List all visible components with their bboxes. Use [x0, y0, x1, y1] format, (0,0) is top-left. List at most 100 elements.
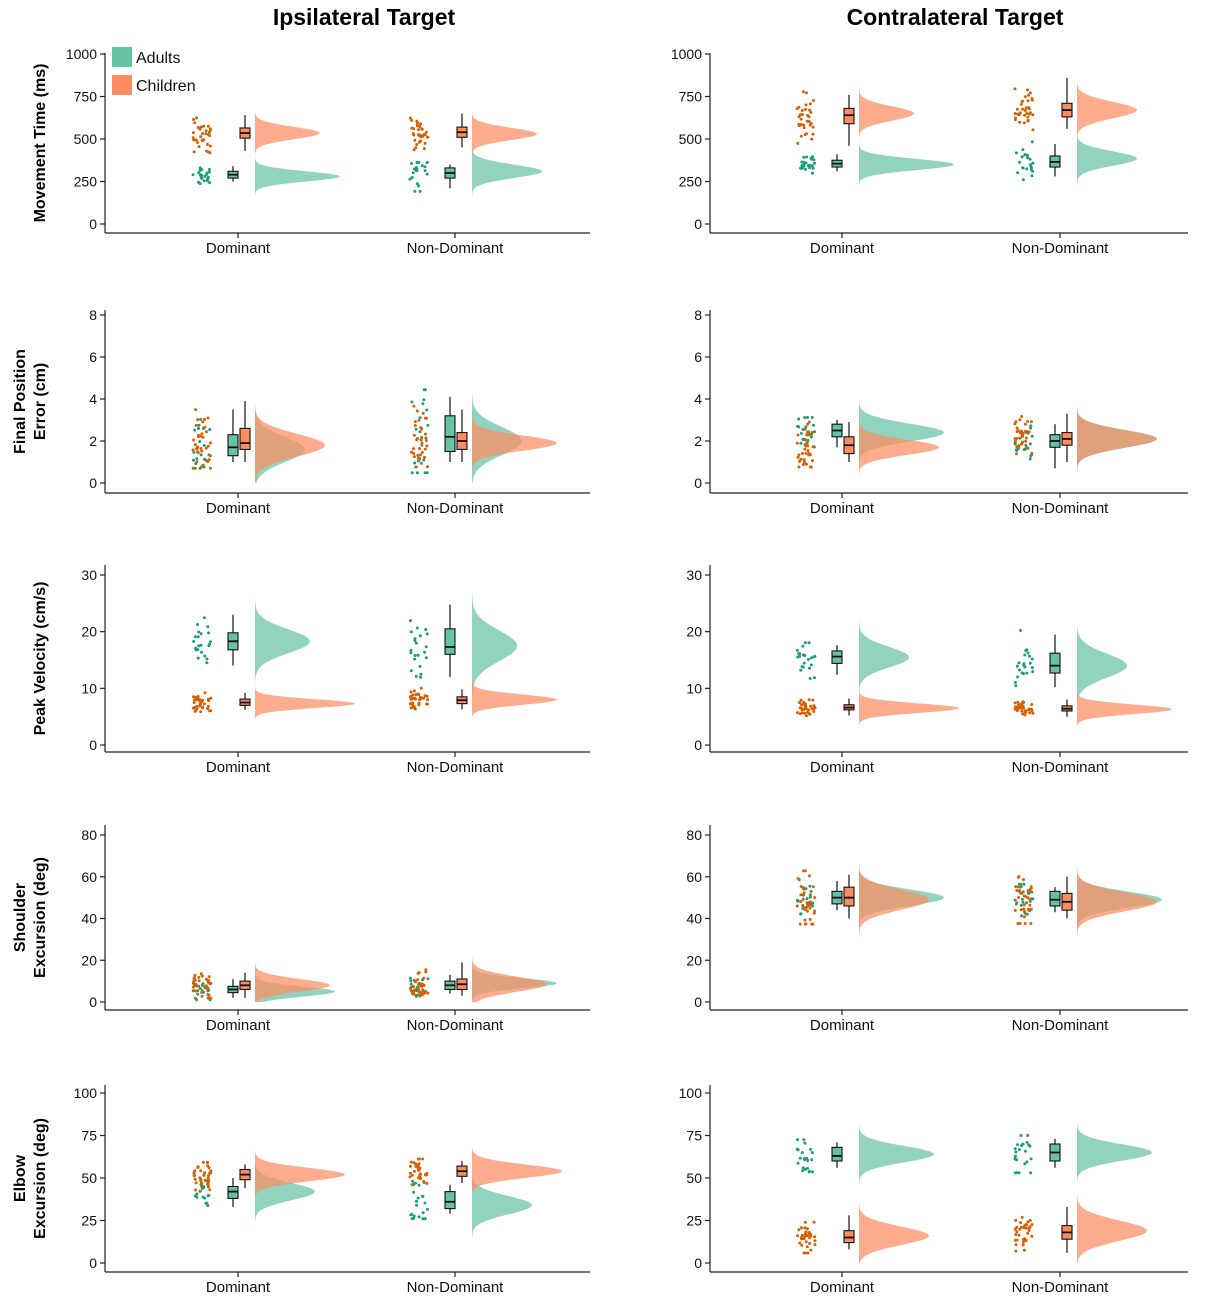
data-point: [1027, 1229, 1031, 1232]
data-point: [801, 90, 805, 94]
data-point: [805, 433, 809, 437]
data-point: [807, 641, 811, 645]
data-point: [209, 1169, 213, 1173]
data-point: [422, 147, 426, 151]
data-point: [206, 1164, 210, 1168]
data-point: [412, 133, 416, 137]
box-adults: [444, 415, 456, 453]
data-point: [803, 908, 807, 912]
data-point: [192, 980, 195, 984]
data-point: [809, 704, 813, 708]
points-children: [191, 972, 213, 1000]
data-point: [795, 441, 799, 445]
data-point: [199, 1169, 203, 1173]
data-point: [192, 984, 196, 988]
y-tick-label: 75: [81, 1128, 97, 1144]
data-point: [412, 451, 416, 455]
box-adults: [831, 1146, 843, 1162]
data-point: [1018, 111, 1022, 115]
data-point: [1023, 653, 1027, 657]
data-point: [201, 698, 205, 702]
data-point: [812, 710, 816, 713]
data-point: [209, 1171, 213, 1175]
data-point: [1017, 896, 1021, 899]
data-point: [1020, 155, 1024, 159]
data-point: [410, 400, 414, 404]
data-point: [195, 705, 199, 708]
data-point: [425, 1181, 429, 1185]
data-point: [426, 465, 429, 469]
data-point: [196, 125, 200, 129]
data-point: [807, 708, 811, 712]
data-point: [409, 450, 413, 454]
data-point: [1031, 113, 1035, 117]
data-point: [417, 1183, 421, 1187]
data-point: [206, 1183, 210, 1187]
data-point: [196, 433, 200, 437]
data-point: [809, 1232, 813, 1236]
data-point: [201, 974, 204, 978]
data-point: [1020, 1225, 1024, 1229]
points-adults: [1014, 629, 1035, 688]
data-point: [797, 417, 801, 421]
data-point: [203, 691, 207, 695]
data-point: [409, 690, 413, 694]
data-point: [207, 979, 211, 983]
data-point: [1016, 675, 1019, 679]
data-point: [416, 121, 419, 125]
data-point: [1021, 107, 1025, 111]
data-point: [813, 896, 817, 900]
data-point: [193, 1174, 197, 1178]
density-cloud-adults: [472, 1165, 532, 1245]
data-point: [424, 970, 428, 974]
points-children: [1013, 1215, 1034, 1253]
data-point: [417, 971, 421, 975]
x-category-label: Dominant: [206, 1017, 271, 1034]
data-point: [418, 453, 422, 457]
data-point: [199, 453, 203, 457]
data-point: [799, 117, 803, 121]
data-point: [419, 675, 423, 679]
data-point: [1013, 437, 1017, 441]
y-tick-label: 80: [81, 827, 97, 843]
x-category-label: Dominant: [810, 240, 875, 257]
data-point: [1023, 153, 1027, 157]
data-point: [409, 619, 412, 623]
density-cloud-adults: [255, 154, 340, 199]
data-point: [414, 641, 418, 645]
data-point: [805, 714, 808, 718]
data-point: [423, 447, 427, 451]
data-point: [813, 1243, 817, 1247]
data-point: [1025, 153, 1029, 157]
x-category-label: Dominant: [810, 1279, 875, 1296]
data-point: [1030, 98, 1034, 102]
data-point: [424, 439, 428, 442]
density-cloud-children: [859, 687, 959, 729]
data-point: [423, 141, 427, 145]
density-cloud-children: [859, 414, 939, 481]
data-point: [1029, 420, 1033, 424]
data-point: [812, 423, 816, 427]
x-category-label: Non-Dominant: [407, 500, 505, 517]
data-point: [201, 1160, 205, 1164]
data-point: [194, 423, 198, 427]
data-point: [796, 455, 800, 459]
y-tick-label: 750: [74, 89, 98, 105]
data-point: [1018, 922, 1022, 925]
data-point: [1028, 442, 1032, 446]
data-point: [1024, 106, 1028, 110]
data-point: [1027, 93, 1031, 97]
data-point: [418, 698, 422, 702]
data-point: [206, 697, 210, 701]
data-point: [208, 981, 211, 985]
data-point: [1023, 910, 1027, 914]
data-point: [192, 698, 196, 702]
data-point: [1025, 167, 1029, 171]
box-adults: [227, 434, 239, 457]
data-point: [205, 977, 208, 981]
data-point: [412, 1190, 416, 1194]
data-point: [1020, 1215, 1024, 1219]
y-tick-label: 2: [694, 433, 702, 449]
y-tick-label: 40: [686, 911, 702, 927]
data-point: [804, 922, 808, 926]
